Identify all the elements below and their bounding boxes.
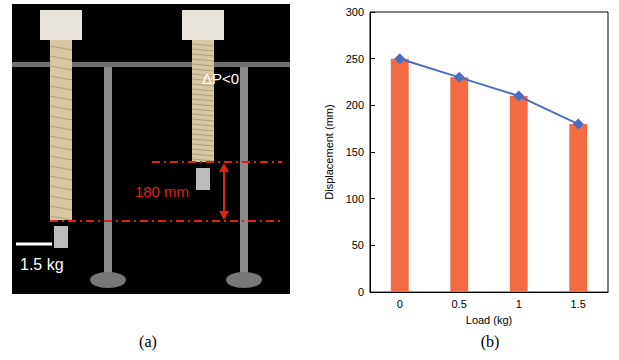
svg-text:1.5 kg: 1.5 kg xyxy=(20,256,64,273)
svg-text:180 mm: 180 mm xyxy=(135,183,189,200)
html-text:(b): (b) xyxy=(480,333,500,350)
svg-text:0: 0 xyxy=(358,286,364,298)
svg-text:Load (kg): Load (kg) xyxy=(466,314,512,326)
svg-text:0: 0 xyxy=(397,298,403,310)
svg-text:200: 200 xyxy=(346,99,364,111)
svg-text:300: 300 xyxy=(346,6,364,18)
svg-text:Displacement (mm): Displacement (mm) xyxy=(323,104,335,199)
svg-text:150: 150 xyxy=(346,146,364,158)
svg-text:100: 100 xyxy=(346,193,364,205)
svg-text:250: 250 xyxy=(346,53,364,65)
svg-text:1.5: 1.5 xyxy=(571,298,586,310)
html-text:(a): (a) xyxy=(139,333,157,350)
svg-text:50: 50 xyxy=(352,239,364,251)
svg-text:0.5: 0.5 xyxy=(452,298,467,310)
svg-text:1: 1 xyxy=(516,298,522,310)
svg-text:ΔP<0: ΔP<0 xyxy=(202,70,239,87)
